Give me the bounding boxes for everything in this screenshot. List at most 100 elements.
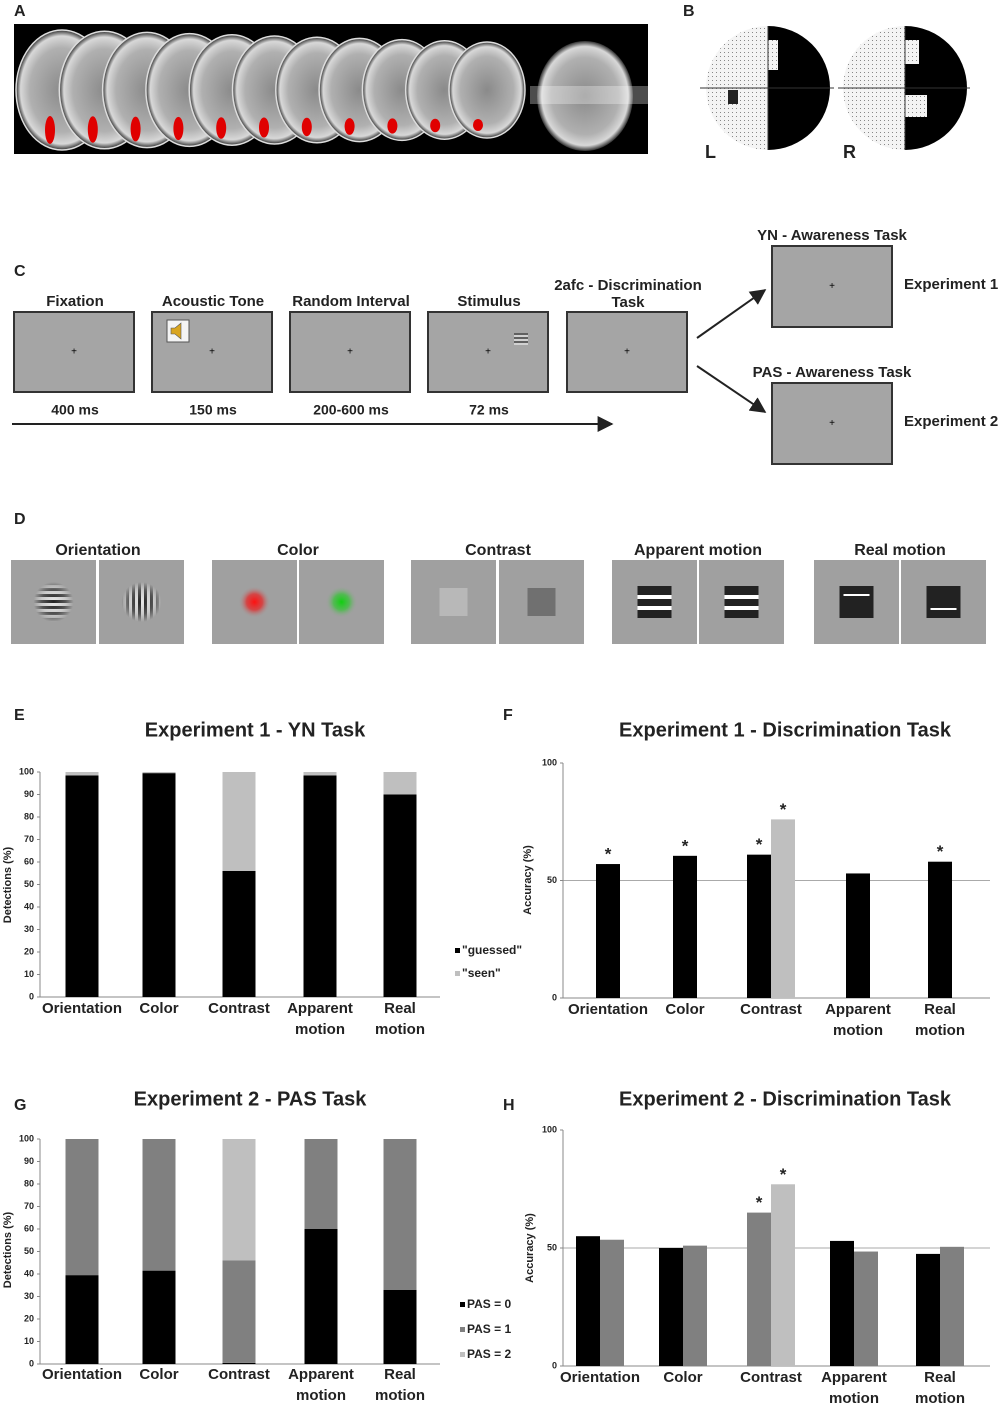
x-tick-label: Color [663, 1369, 703, 1386]
lesion [259, 117, 269, 138]
legend-label: "seen" [462, 966, 501, 980]
y-tick-label: 100 [19, 766, 34, 776]
step-duration: 150 ms [189, 402, 237, 418]
y-tick-label: 20 [24, 946, 34, 956]
significance-star: * [780, 800, 787, 819]
y-tick-label: 90 [24, 789, 34, 799]
motion-box [637, 586, 672, 618]
bar [854, 1251, 878, 1366]
step-duration: 200-600 ms [313, 402, 389, 418]
panel-label: F [503, 707, 513, 724]
field-label: L [705, 142, 716, 162]
bar [600, 1239, 624, 1366]
y-tick-label: 30 [24, 924, 34, 934]
y-tick-label: 30 [24, 1291, 34, 1301]
fixation-cross: + [624, 347, 630, 358]
bar-segment [222, 1139, 256, 1261]
mri-slice [448, 41, 526, 139]
y-tick-label: 70 [24, 1201, 34, 1211]
motion-bar [637, 595, 672, 599]
y-tick-label: 10 [24, 1336, 34, 1346]
significance-star: * [605, 845, 612, 864]
lesion [87, 116, 98, 143]
y-tick-label: 50 [547, 875, 557, 885]
y-axis-label: Accuracy (%) [524, 1213, 536, 1283]
x-tick-label: Color [139, 1000, 179, 1017]
legend-swatch [460, 1302, 465, 1307]
lesion [430, 118, 441, 133]
bar-segment [222, 1260, 256, 1363]
bar-segment [65, 1275, 99, 1364]
y-tick-label: 10 [24, 969, 34, 979]
x-tick-label: Contrast [740, 1369, 802, 1386]
bar [846, 873, 870, 998]
bar-segment [142, 772, 176, 774]
bar [673, 855, 697, 998]
motion-bar [724, 595, 759, 599]
bar [928, 861, 952, 998]
step-title: Acoustic Tone [162, 293, 264, 310]
color-blob [238, 586, 271, 618]
panel-label: H [503, 1097, 515, 1114]
screen [13, 311, 135, 393]
x-tick-label: Color [139, 1366, 179, 1383]
legend-swatch [460, 1352, 465, 1357]
bar [771, 819, 795, 998]
lesion [130, 116, 141, 142]
contrast-square [439, 588, 468, 616]
legend-swatch [455, 948, 460, 953]
field-label: R [843, 142, 856, 162]
panel-label: C [14, 263, 26, 280]
fixation-cross: + [209, 347, 215, 358]
y-axis-label: Accuracy (%) [522, 845, 534, 915]
y-tick-label: 80 [24, 811, 34, 821]
bar-segment [383, 772, 417, 795]
legend-label: "guessed" [462, 943, 522, 957]
bar-segment [222, 1362, 256, 1364]
screen [771, 245, 893, 328]
motion-box [724, 586, 759, 618]
significance-star: * [756, 835, 763, 854]
bar [916, 1253, 940, 1366]
bar-segment [65, 775, 99, 997]
bar [940, 1246, 964, 1366]
slice-lines [530, 86, 648, 104]
gabor [33, 582, 74, 622]
fixation-cross: + [829, 281, 835, 292]
branch-arrow [696, 289, 767, 339]
y-tick-label: 50 [547, 1242, 557, 1252]
contrast-square [527, 588, 556, 616]
stimulus-title: Orientation [55, 542, 140, 559]
y-tick-label: 80 [24, 1178, 34, 1188]
bar-segment [142, 1270, 176, 1364]
y-axis-label: Detections (%) [2, 846, 14, 923]
bar-segment [303, 775, 337, 997]
y-tick-label: 0 [552, 992, 557, 1002]
x-tick-label: Real motion [375, 1366, 425, 1404]
panel-label: G [14, 1097, 26, 1114]
chart-title: Experiment 2 - PAS Task [134, 1088, 368, 1110]
panel-label: E [14, 707, 25, 724]
bar [659, 1248, 683, 1366]
task-title: PAS - Awareness Task [753, 364, 912, 381]
field-right [843, 26, 967, 150]
x-tick-label: Real motion [915, 1001, 965, 1039]
screen [771, 382, 893, 465]
x-tick-label: Orientation [41, 1366, 122, 1383]
panel-label: B [683, 3, 695, 20]
significance-star: * [756, 1193, 763, 1212]
step-title: Stimulus [457, 293, 520, 310]
bar-segment [304, 1229, 338, 1364]
lesion [344, 118, 355, 135]
bar [747, 854, 771, 998]
bar-segment [303, 772, 337, 776]
legend-label: PAS = 0 [467, 1297, 511, 1311]
step-title: Random Interval [292, 293, 410, 310]
x-tick-label: Real motion [375, 1000, 425, 1038]
step-duration: 72 ms [469, 402, 509, 418]
chart-title: Experiment 1 - Discrimination Task [619, 719, 952, 741]
fixation-cross: + [485, 347, 491, 358]
field-left [706, 26, 830, 150]
chart-title: Experiment 2 - Discrimination Task [619, 1088, 952, 1110]
